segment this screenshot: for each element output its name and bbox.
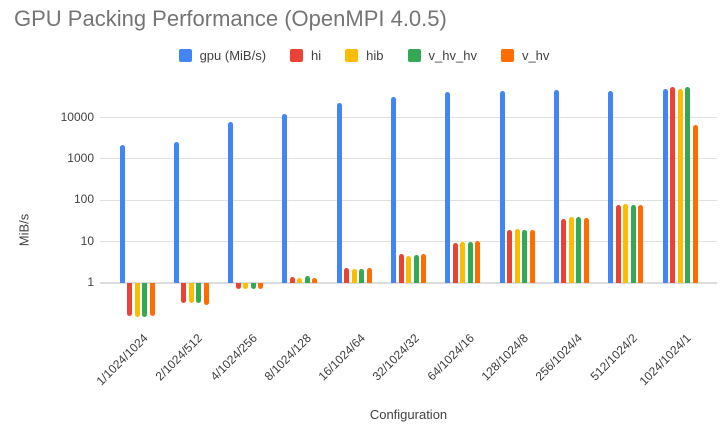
bar-hi-16-1024-64[interactable]	[344, 268, 350, 283]
bar-v-hv-1024-1024-1[interactable]	[692, 124, 698, 283]
x-tick-label: 16/1024/64	[315, 331, 369, 384]
bar-gpu-MiB-s-128-1024-8[interactable]	[499, 90, 505, 283]
x-axis-title: Configuration	[369, 407, 448, 422]
legend-item-hib: hib	[345, 48, 384, 63]
bar-hib-32-1024-32[interactable]	[406, 255, 411, 283]
bar-v-hv-hv-16-1024-64[interactable]	[359, 268, 365, 283]
bar-gpu-MiB-s-4-1024-256[interactable]	[228, 121, 234, 283]
x-tick-label: 128/1024/8	[478, 331, 532, 384]
x-tick-label: 8/1024/128	[261, 331, 314, 384]
bar-gpu-MiB-s-64-1024-16[interactable]	[445, 92, 451, 283]
bar-v-hv-128-1024-8[interactable]	[529, 229, 535, 283]
bar-v-hv-1-1024-1024[interactable]	[149, 283, 155, 316]
bar-v-hv-hv-256-1024-4[interactable]	[576, 217, 582, 283]
legend-item-hi: hi	[290, 48, 321, 63]
x-tick-label: 1024/1024/1	[636, 331, 694, 389]
bar-v-hv-hv-4-1024-256[interactable]	[250, 283, 256, 289]
gridline	[100, 241, 717, 243]
bar-v-hv-2-1024-512[interactable]	[203, 283, 209, 305]
y-axis-title: MiB/s	[16, 213, 32, 247]
bar-hib-512-1024-2[interactable]	[623, 203, 629, 283]
legend-swatch	[290, 49, 304, 62]
bar-v-hv-hv-1-1024-1024[interactable]	[142, 283, 147, 318]
legend-swatch	[178, 49, 192, 62]
bar-hib-4-1024-256[interactable]	[243, 283, 249, 289]
bar-v-hv-64-1024-16[interactable]	[475, 240, 481, 283]
bar-v-hv-hv-2-1024-512[interactable]	[196, 283, 202, 304]
y-tick-label: 10000	[60, 109, 94, 124]
x-tick-label: 64/1024/16	[424, 331, 477, 384]
bar-gpu-MiB-s-2-1024-512[interactable]	[173, 142, 179, 283]
bar-v-hv-hv-8-1024-128[interactable]	[304, 276, 310, 283]
bar-v-hv-hv-128-1024-8[interactable]	[522, 229, 528, 283]
legend-swatch	[407, 49, 421, 62]
bar-hi-2-1024-512[interactable]	[181, 283, 187, 304]
x-tick-label: 32/1024/32	[370, 331, 423, 384]
x-tick-label: 1/1024/1024	[93, 331, 151, 389]
y-tick-label: 10	[80, 233, 94, 248]
bar-gpu-MiB-s-32-1024-32[interactable]	[391, 96, 396, 283]
bar-v-hv-hv-64-1024-16[interactable]	[467, 241, 473, 283]
bar-hib-8-1024-128[interactable]	[297, 278, 303, 283]
legend-label: v_hv_hv	[428, 48, 477, 63]
bar-v-hv-512-1024-2[interactable]	[638, 204, 644, 283]
bar-hib-64-1024-16[interactable]	[460, 241, 466, 283]
bar-gpu-MiB-s-8-1024-128[interactable]	[282, 114, 288, 283]
legend-item-v-hv: v_hv	[500, 48, 550, 63]
legend-label: gpu (MiB/s)	[199, 48, 267, 63]
bar-hib-1-1024-1024[interactable]	[134, 283, 140, 318]
bar-gpu-MiB-s-1-1024-1024[interactable]	[119, 144, 125, 283]
bar-hi-1-1024-1024[interactable]	[127, 283, 132, 316]
bar-hib-2-1024-512[interactable]	[188, 283, 194, 303]
bar-v-hv-hv-512-1024-2[interactable]	[630, 204, 636, 283]
y-tick-label: 1000	[67, 150, 94, 165]
y-tick-label: 100	[73, 192, 94, 207]
bar-gpu-MiB-s-512-1024-2[interactable]	[608, 91, 614, 283]
chart-title: GPU Packing Performance (OpenMPI 4.0.5)	[14, 6, 447, 31]
gridline	[100, 158, 717, 160]
x-tick-label: 256/1024/4	[532, 331, 586, 384]
gridline	[100, 282, 717, 284]
bar-v-hv-256-1024-4[interactable]	[583, 217, 589, 283]
bar-hi-1024-1024-1[interactable]	[670, 86, 675, 283]
bar-gpu-MiB-s-1024-1024-1[interactable]	[662, 89, 668, 283]
bar-v-hv-8-1024-128[interactable]	[312, 277, 318, 283]
bar-hib-128-1024-8[interactable]	[514, 228, 520, 283]
legend-swatch	[345, 49, 359, 62]
gridline	[100, 117, 717, 119]
bar-v-hv-32-1024-32[interactable]	[421, 254, 426, 283]
legend: gpu (MiB/s) hi hib v_hv_hv v_hv	[0, 48, 728, 63]
bar-hi-4-1024-256[interactable]	[235, 283, 241, 290]
x-tick-label: 4/1024/256	[207, 331, 260, 384]
bar-v-hv-16-1024-64[interactable]	[366, 268, 372, 283]
legend-item-gpu-MiB-s: gpu (MiB/s)	[178, 48, 267, 63]
bar-hi-32-1024-32[interactable]	[398, 254, 404, 283]
legend-item-v-hv-hv: v_hv_hv	[407, 48, 477, 63]
bar-hi-512-1024-2[interactable]	[615, 205, 621, 283]
x-tick-label: 512/1024/2	[587, 331, 640, 384]
legend-label: v_hv	[521, 48, 550, 63]
x-tick-label: 2/1024/512	[152, 331, 206, 384]
bar-hib-16-1024-64[interactable]	[351, 268, 357, 283]
bar-hib-256-1024-4[interactable]	[568, 217, 574, 283]
gridline	[100, 199, 717, 201]
legend-label: hib	[366, 48, 384, 63]
bar-hi-128-1024-8[interactable]	[507, 229, 513, 283]
legend-swatch	[500, 49, 514, 62]
bar-hib-1024-1024-1[interactable]	[677, 88, 683, 283]
bar-hi-8-1024-128[interactable]	[289, 276, 295, 283]
bar-gpu-MiB-s-256-1024-4[interactable]	[553, 90, 559, 283]
bar-hi-256-1024-4[interactable]	[561, 218, 567, 283]
bar-v-hv-hv-1024-1024-1[interactable]	[685, 86, 690, 283]
legend-label: hi	[311, 48, 322, 63]
bar-v-hv-4-1024-256[interactable]	[258, 283, 264, 290]
bar-v-hv-hv-32-1024-32[interactable]	[413, 254, 419, 283]
bar-hi-64-1024-16[interactable]	[452, 242, 458, 283]
bar-gpu-MiB-s-16-1024-64[interactable]	[336, 103, 342, 283]
y-tick-label: 1	[87, 275, 94, 289]
